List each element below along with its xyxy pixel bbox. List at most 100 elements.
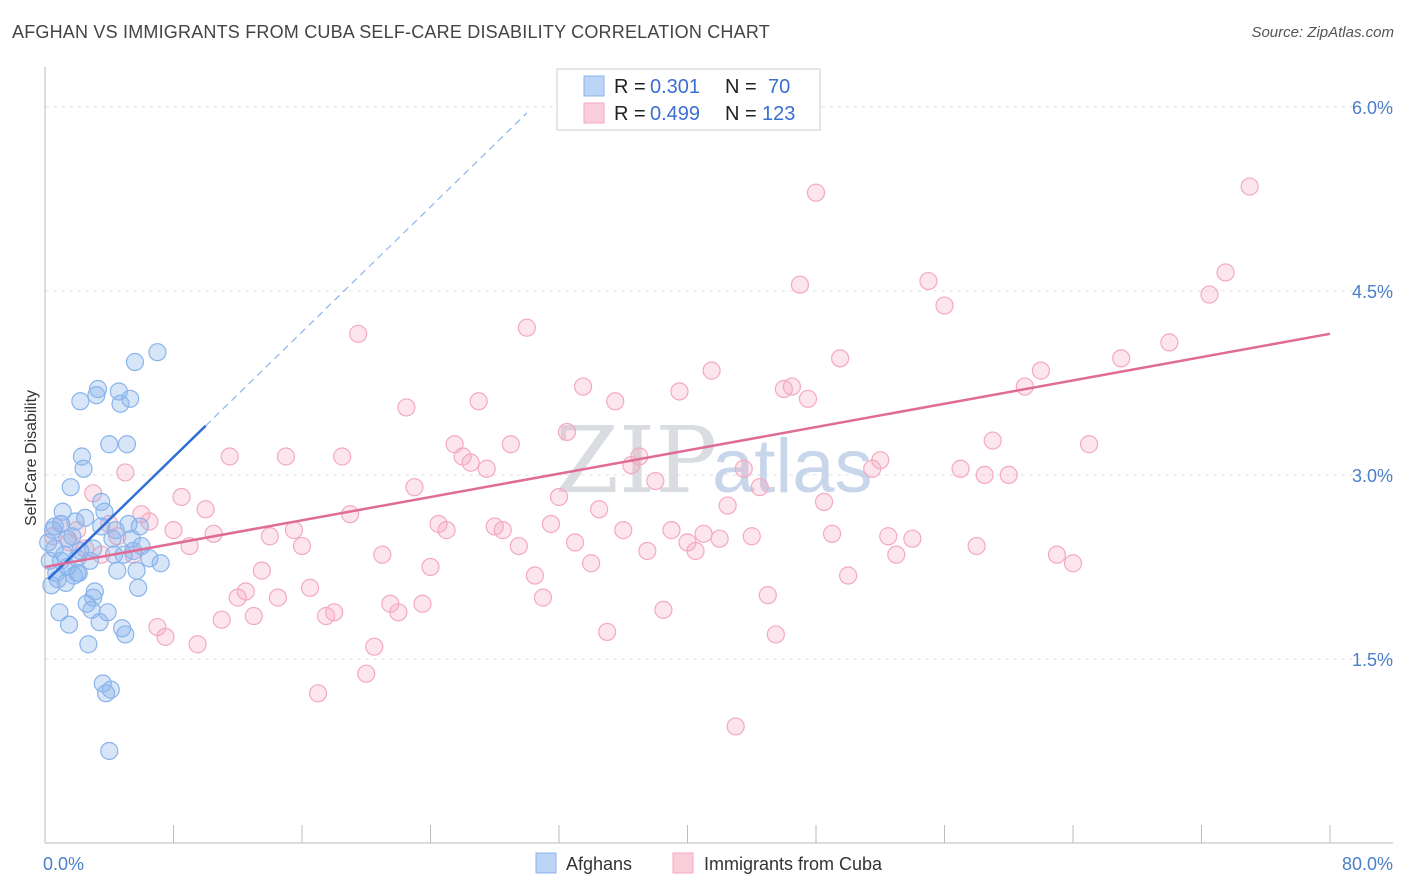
point-cuba [1160,333,1179,352]
point-cuba [509,536,528,556]
point-cuba [967,536,986,556]
point-afghans [148,343,167,362]
point-afghans [64,566,84,585]
point-afghans [61,478,80,497]
stats-r-afghans: 0.301 [650,76,700,98]
point-cuba [268,588,288,607]
point-cuba [766,625,785,644]
point-cuba [517,318,536,337]
point-cuba [108,527,127,546]
point-afghans [125,352,145,372]
point-cuba [164,521,183,540]
watermark-atlas: atlas [712,424,873,509]
trend-afghans-extension [205,112,528,427]
point-cuba [573,377,593,396]
trend-cuba [44,332,1331,569]
point-cuba [887,545,906,564]
point-cuba [662,521,681,540]
point-cuba [1112,349,1131,368]
point-cuba [614,521,633,540]
point-cuba [694,524,713,543]
point-cuba [373,545,392,564]
point-cuba [541,514,561,534]
stats-swatch-afghans [583,75,605,97]
point-cuba [325,603,344,622]
point-afghans [92,492,111,511]
point-cuba [308,684,328,703]
point-cuba [549,487,569,507]
point-cuba [1200,285,1219,304]
point-afghans [59,615,79,634]
trend-afghans [47,424,207,581]
point-cuba [1047,545,1067,564]
tick-labels: 1.5% 3.0% 4.5% 6.0% 0.0% 80.0% [43,98,1393,874]
point-afghans [129,578,148,597]
point-cuba [758,586,777,605]
point-cuba [341,505,360,524]
point-cuba [236,582,255,601]
point-cuba [1216,263,1235,282]
point-cuba [188,635,207,654]
point-cuba [630,447,649,466]
point-cuba [983,431,1002,450]
point-cuba [204,524,223,543]
point-afghans [151,554,170,573]
point-afghans [45,517,64,536]
point-cuba [493,521,512,540]
point-cuba [879,527,898,546]
point-cuba [565,533,585,552]
point-afghans [88,379,108,399]
point-cuba [790,275,810,294]
point-cuba [196,500,215,519]
point-afghans [50,603,69,622]
point-cuba [349,324,368,343]
point-cuba [871,451,890,470]
point-cuba [903,529,922,548]
point-afghans [117,435,137,454]
point-cuba [590,500,609,519]
stats-r-label-cuba: R = [614,103,646,125]
grid-lines [45,106,1393,660]
series-legend: Afghans Immigrants from Cuba [535,852,883,874]
point-cuba [935,296,954,315]
legend-swatch-cuba [672,852,694,874]
point-afghans [130,517,149,536]
series-afghans-points [39,343,170,761]
point-cuba [638,541,657,561]
point-cuba [477,459,496,478]
point-cuba [1079,435,1099,454]
point-cuba [156,627,175,646]
point-cuba [533,588,553,607]
point-cuba [220,447,239,466]
point-cuba [172,487,191,507]
point-cuba [734,459,753,478]
point-afghans [85,582,104,601]
x-tick-label: 0.0% [43,854,84,874]
stats-r-label-afghans: R = [614,76,646,98]
axes [44,67,1393,844]
point-cuba [276,447,296,466]
point-afghans [108,561,127,580]
point-cuba [397,398,416,417]
point-cuba [365,637,384,656]
stats-legend: R = 0.301 N = 70 R = 0.499 N = 123 [556,68,821,131]
x-tick-label: 80.0% [1342,854,1393,874]
point-cuba [726,717,745,736]
point-cuba [1063,554,1083,573]
y-tick-label: 3.0% [1352,466,1393,486]
point-cuba [437,521,456,540]
point-cuba [830,349,850,368]
legend-label-afghans: Afghans [566,854,632,874]
point-cuba [252,561,271,580]
point-afghans [100,435,119,454]
point-cuba [284,521,304,540]
point-afghans [68,563,87,583]
point-afghans [71,392,90,411]
stats-n-label-afghans: N = [725,76,757,98]
point-cuba [212,610,231,629]
point-cuba [822,524,842,543]
point-cuba [1031,361,1050,380]
point-cuba [357,664,376,683]
point-afghans [76,508,95,527]
